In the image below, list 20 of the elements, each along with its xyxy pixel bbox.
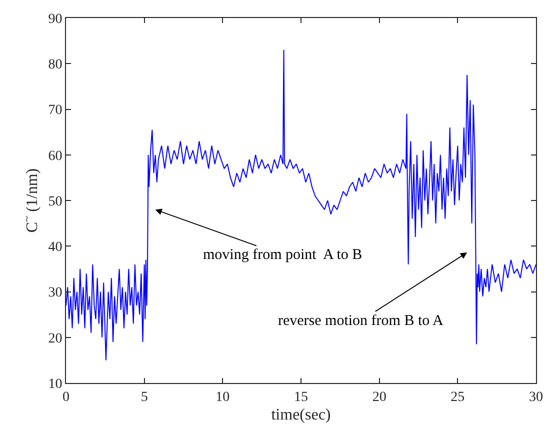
y-tick-label: 60	[48, 148, 62, 164]
x-tick-label: 30	[529, 390, 543, 405]
x-axis-title: time(sec)	[271, 406, 331, 424]
y-tick-label: 30	[48, 286, 62, 301]
x-tick-label: 5	[140, 390, 148, 405]
y-tick-label: 80	[48, 58, 62, 73]
x-tick-label: 20	[372, 390, 386, 405]
x-tick-label: 0	[62, 390, 70, 405]
y-tick-label: 50	[48, 194, 62, 210]
annotation: reverse motion from B to A	[278, 313, 444, 329]
x-tick-label: 10	[216, 390, 230, 405]
y-tick-label: 70	[48, 103, 62, 118]
y-tick-label: 40	[48, 240, 62, 256]
line-series	[66, 49, 536, 361]
x-tick-label: 15	[294, 390, 308, 405]
x-tick-label: 25	[450, 390, 465, 405]
y-tick-label: 10	[48, 376, 62, 392]
y-tick-label: 90	[48, 12, 62, 27]
y-tick-label: 20	[48, 331, 62, 346]
annotation: moving from point A to B	[203, 247, 362, 263]
